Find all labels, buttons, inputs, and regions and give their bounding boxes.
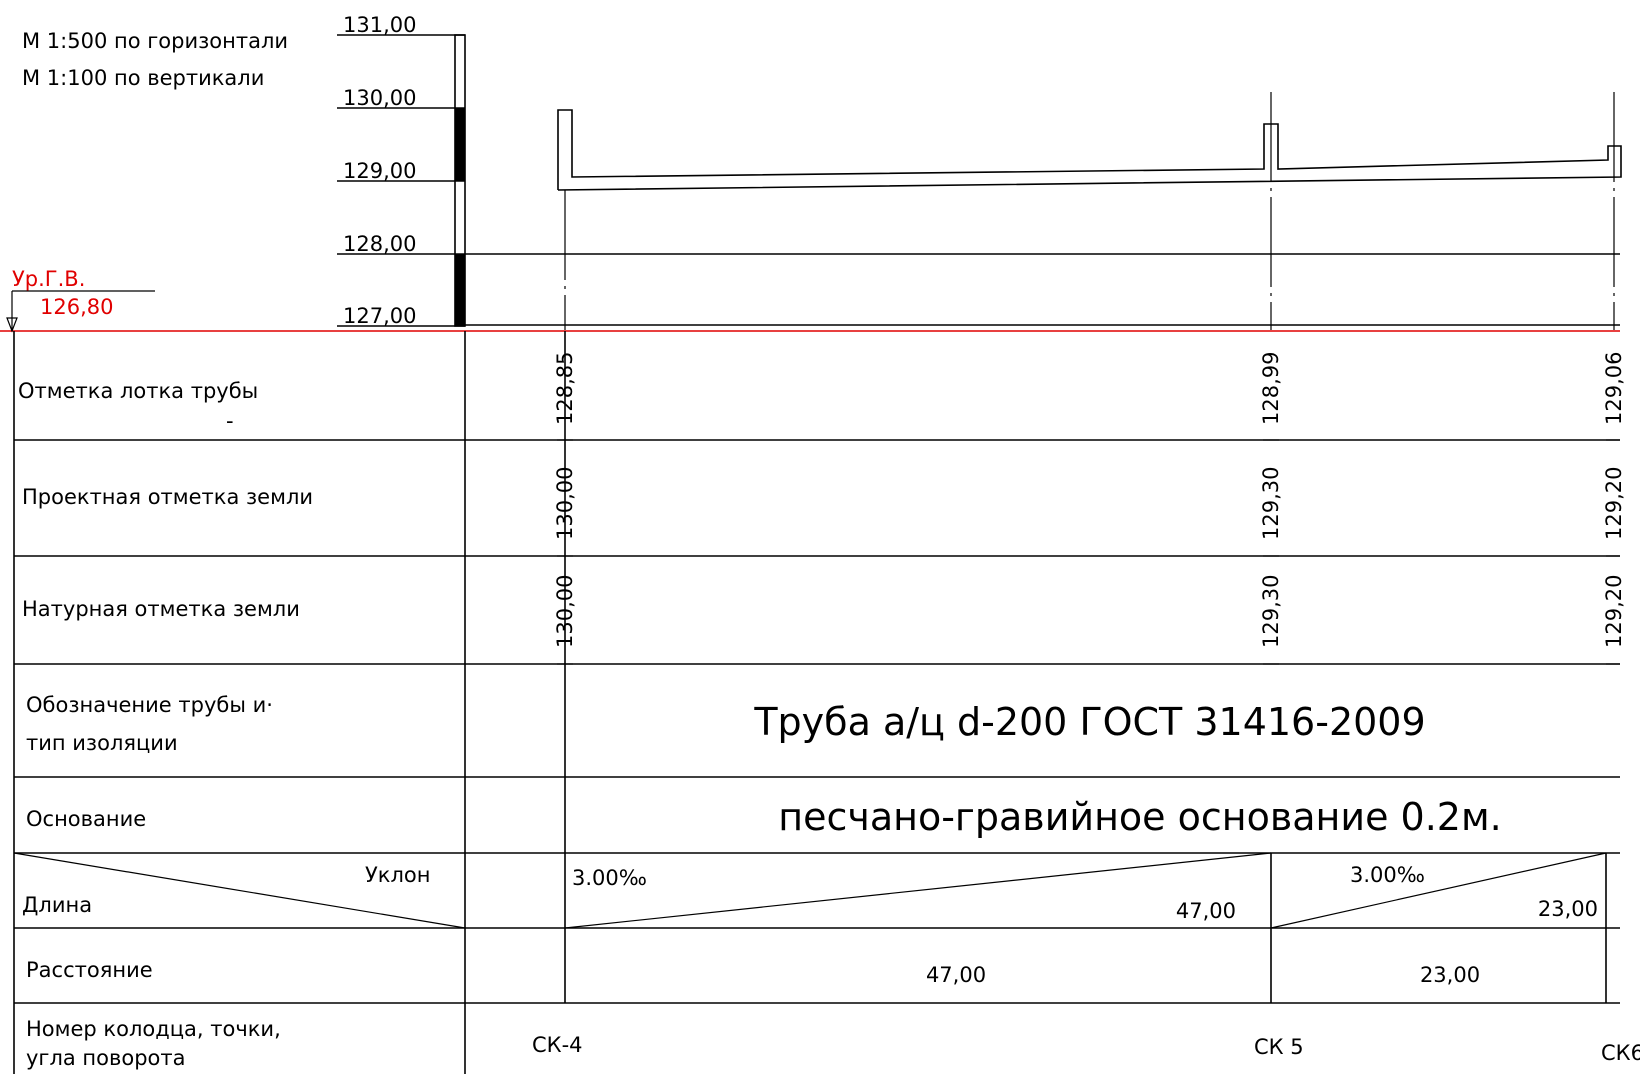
ruler-label-127: 127,00 [343,304,416,328]
row-label-well-1: Номер колодца, точки, [26,1017,281,1041]
ruler-label-130: 130,00 [343,86,416,110]
scale-horizontal: М 1:500 по горизонтали [22,29,288,53]
segment-2-slope: 3.00‰ [1350,863,1425,887]
pipe-profile [557,92,1622,330]
station-2-well: СК 5 [1254,1035,1304,1059]
groundwater-marker: Ур.Г.В. 126,80 [0,267,1620,333]
station-1-design: 130,00 [553,467,577,540]
row-label-design: Проектная отметка земли [22,485,313,509]
station-1-well: СК-4 [532,1033,583,1057]
station-3-natural: 129,20 [1602,575,1626,648]
station-3-values: 129,06 129,20 129,20 [1602,352,1626,648]
row-label-length: Длина [22,893,92,917]
row-label-tray-dash: - [226,409,234,433]
station-2-values: 128,99 129,30 129,30 [1259,352,1283,648]
elevation-ruler: 131,00 130,00 129,00 128,00 127,00 [337,13,466,328]
station-3-design: 129,20 [1602,467,1626,540]
groundwater-label: Ур.Г.В. [12,267,85,291]
row-label-slope: Уклон [365,863,430,887]
segment-1-distance: 47,00 [926,963,986,987]
segment-1-slope: 3.00‰ [572,866,647,890]
row-label-well-2: угла поворота [26,1046,186,1070]
station-3-tray: 129,06 [1602,352,1626,425]
row-label-distance: Расстояние [26,958,153,982]
station-1-natural: 130,00 [553,575,577,648]
scale-vertical: М 1:100 по вертикали [22,66,264,90]
row-label-natural: Натурная отметка земли [22,597,300,621]
groundwater-value: 126,80 [40,295,113,319]
ruler-label-129: 129,00 [343,159,416,183]
data-table-grid [13,331,1620,1074]
ruler-label-128: 128,00 [343,232,416,256]
station-3-well: СК6 [1601,1041,1640,1065]
row-label-pipe-1: Обозначение трубы и· [26,693,273,717]
row-label-tray: Отметка лотка трубы [18,379,258,403]
segment-1-length: 47,00 [1176,899,1236,923]
row-label-base: Основание [26,807,146,831]
station-2-tray: 128,99 [1259,352,1283,425]
row-label-pipe-2: тип изоляции [26,731,178,755]
segment-2-length: 23,00 [1538,897,1598,921]
ruler-label-131: 131,00 [343,13,416,37]
pipe-description: Труба а/ц d-200 ГОСТ 31416-2009 [753,700,1425,744]
station-2-design: 129,30 [1259,467,1283,540]
station-1-values: 128,85 130,00 130,00 [553,352,577,648]
station-2-natural: 129,30 [1259,575,1283,648]
base-description: песчано-гравийное основание 0.2м. [778,795,1501,839]
station-1-tray: 128,85 [553,352,577,425]
segment-2-distance: 23,00 [1420,963,1480,987]
